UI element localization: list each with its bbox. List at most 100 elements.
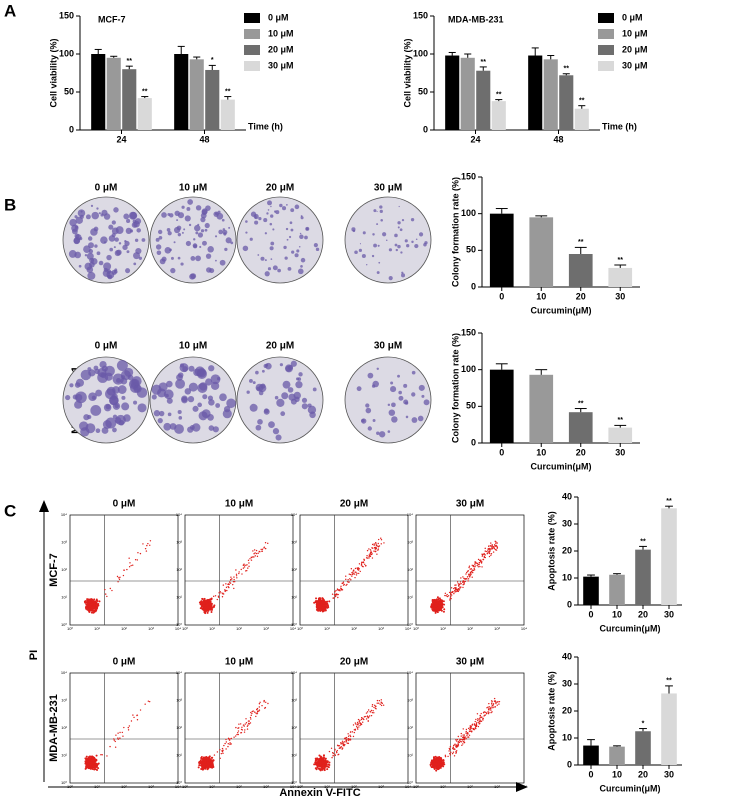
flow-plot [184, 514, 294, 626]
flow-dot [94, 610, 97, 613]
flow-dot [205, 604, 208, 607]
flow-tick: 10¹ [209, 626, 215, 631]
flow-dot [376, 702, 378, 704]
panel-letter: B [4, 195, 16, 214]
flow-dot [488, 702, 490, 705]
flow-dot [323, 759, 326, 762]
significance: ** [564, 66, 570, 73]
flow-dot [364, 563, 366, 565]
flow-dot [485, 550, 488, 553]
flow-dot [249, 558, 251, 560]
colony [388, 409, 396, 416]
colony [194, 224, 201, 232]
colony [190, 255, 196, 261]
flow-dot [203, 606, 206, 609]
flow-dot [212, 765, 215, 768]
legend-swatch [244, 29, 260, 39]
flow-dot [115, 734, 117, 736]
flow-dot [198, 764, 201, 767]
flow-dot [434, 610, 437, 613]
flow-dot [363, 718, 365, 721]
flow-dot [350, 568, 353, 570]
flow-dot [118, 578, 121, 581]
flow-dot [365, 565, 367, 567]
colony [246, 390, 250, 394]
legend-swatch [598, 13, 614, 23]
axis-label: Annexin V-FITC [279, 787, 360, 799]
flow-dot [359, 570, 361, 573]
flow-dot [467, 574, 470, 576]
flow-dot [206, 757, 209, 760]
flow-dot [237, 732, 239, 734]
significance: ** [578, 239, 584, 246]
flow-dot [465, 573, 467, 575]
flow-plot [69, 672, 179, 784]
flow-dot [317, 598, 320, 601]
flow-dot [210, 607, 213, 610]
colony [258, 384, 267, 393]
colony [188, 223, 192, 227]
flow-dot [441, 602, 444, 605]
flow-dot [358, 726, 360, 728]
flow-dot [469, 568, 471, 570]
flow-dot [84, 760, 87, 763]
colony [217, 210, 221, 214]
flow-dot [315, 768, 318, 771]
colony [268, 421, 275, 428]
flow-dot [377, 549, 379, 551]
flow-dot [447, 595, 450, 597]
flow-dot [484, 547, 486, 550]
flow-dot [479, 719, 482, 721]
flow-dot [450, 595, 452, 598]
flow-dot [204, 767, 207, 770]
colony [167, 212, 171, 216]
flow-dot [462, 586, 464, 589]
flow-dot [242, 724, 245, 726]
flow-dot [225, 738, 227, 741]
colony [250, 211, 257, 217]
colony [207, 246, 214, 253]
flow-dot [92, 609, 95, 612]
colony [95, 428, 101, 434]
flow-dot [472, 571, 474, 574]
flow-dot [94, 768, 97, 771]
flow-dot [328, 761, 331, 764]
flow-dot [88, 609, 91, 612]
flow-dot [335, 589, 337, 592]
colony [205, 253, 212, 259]
flow-tick: 10² [176, 725, 182, 730]
flow-tick: 10⁴ [61, 512, 67, 517]
flow-dot [253, 553, 255, 555]
flow-dot [365, 718, 368, 720]
flow-dot [263, 699, 265, 702]
flow-dot [122, 735, 124, 737]
flow-tick: 10¹ [176, 753, 182, 758]
colony [133, 400, 138, 405]
flow-dot [488, 545, 490, 547]
flow-dot [434, 759, 437, 762]
x-tick-label: 48 [553, 134, 563, 144]
colony [300, 265, 303, 268]
dose-label: 30 μM [456, 499, 484, 510]
flow-dot [322, 609, 325, 612]
flow-dot [264, 706, 267, 709]
flow-dot [334, 749, 336, 751]
bar [609, 574, 625, 605]
flow-dot [97, 602, 100, 605]
colony [361, 254, 366, 259]
colony [116, 378, 121, 383]
flow-dot [205, 765, 208, 768]
flow-dot [480, 720, 483, 723]
flow-dot [114, 740, 116, 743]
colony [110, 395, 116, 401]
flow-dot [469, 725, 471, 727]
flow-dot [477, 566, 480, 568]
flow-dot [322, 758, 325, 761]
flow-dot [210, 759, 213, 762]
flow-dot [440, 609, 443, 612]
flow-dot [457, 588, 460, 590]
significance: * [211, 57, 214, 64]
flow-dot [344, 743, 346, 746]
flow-plot [299, 514, 409, 626]
colony [109, 247, 114, 252]
